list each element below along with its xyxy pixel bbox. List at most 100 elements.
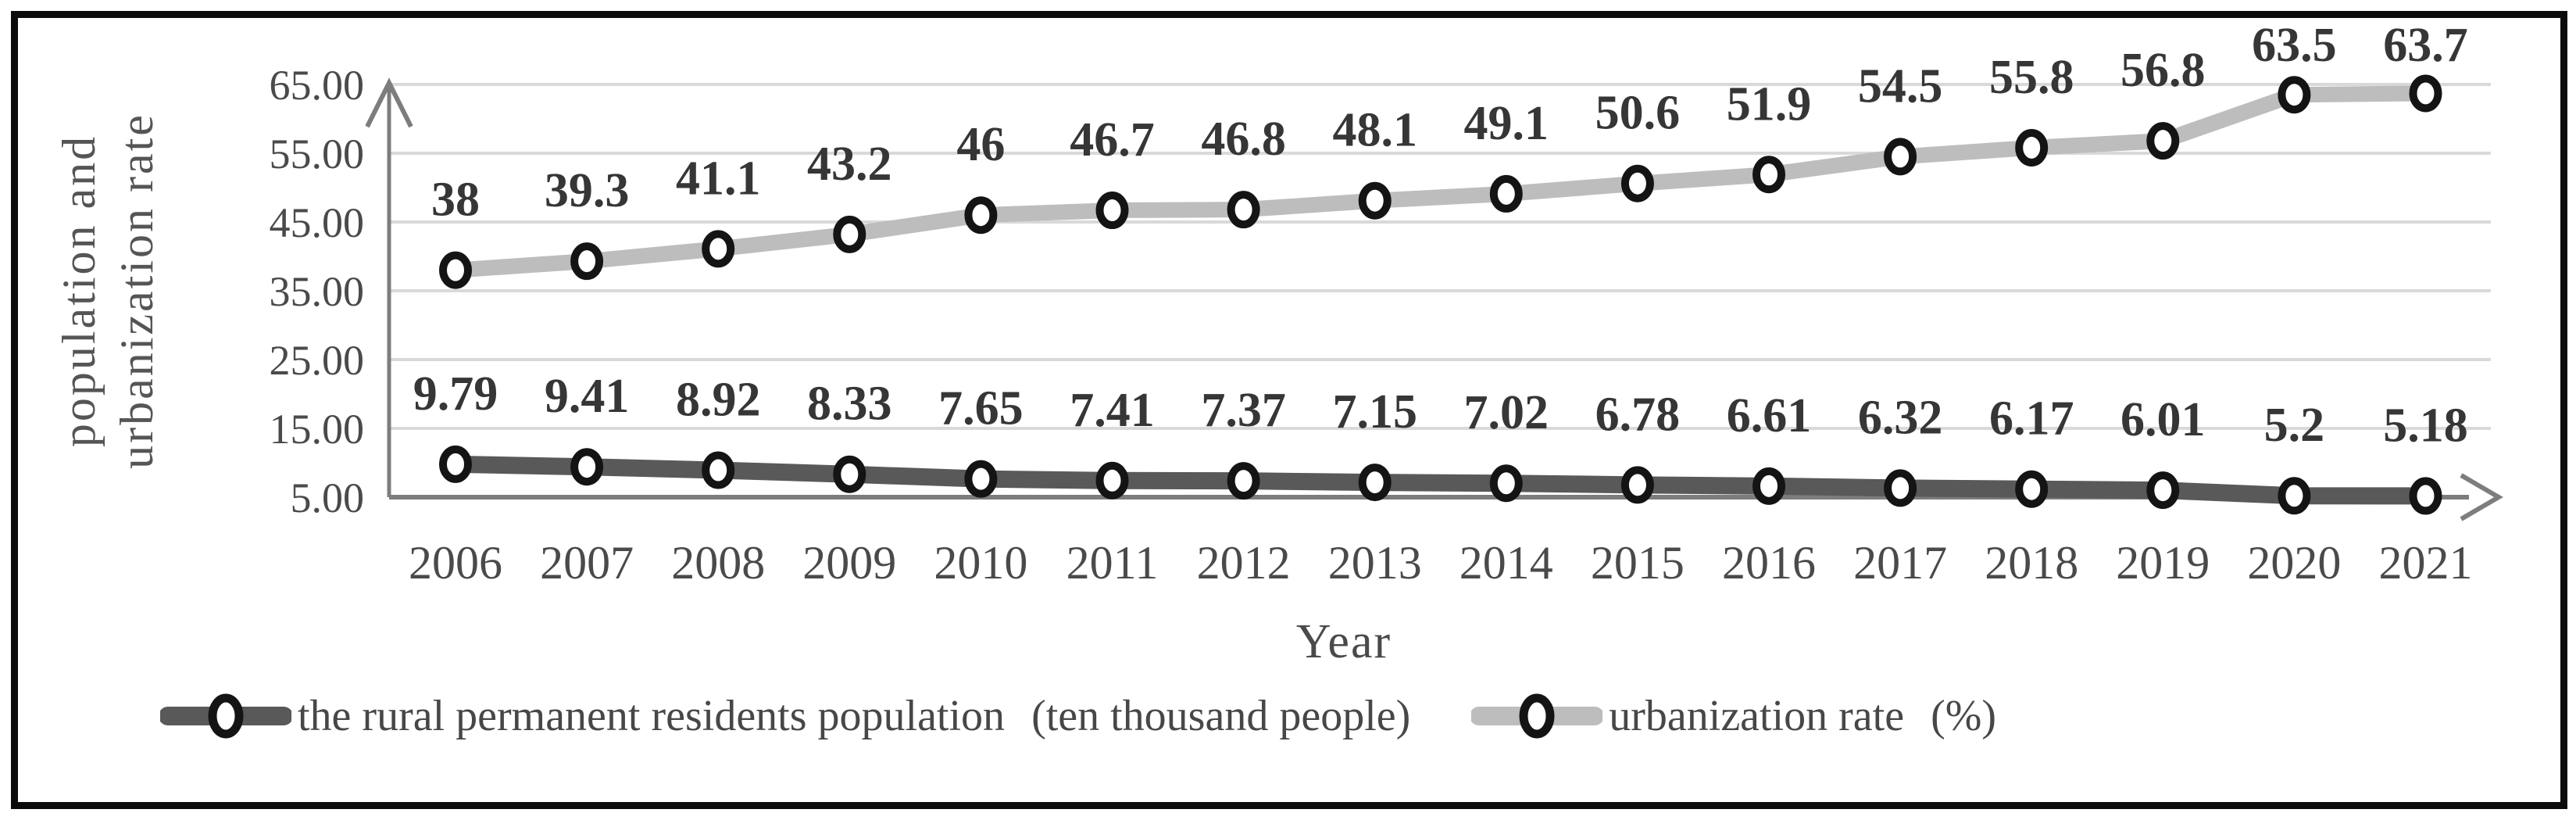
data-label: 51.9 [1727, 77, 1812, 131]
y-tick-label: 25.00 [270, 337, 365, 384]
data-point-marker [2015, 470, 2049, 508]
data-point-marker [964, 196, 998, 235]
data-label: 46.8 [1201, 113, 1286, 166]
data-label: 7.02 [1464, 386, 1549, 439]
data-point-marker [702, 230, 735, 268]
data-point-marker [1489, 174, 1523, 213]
x-tick-label: 2010 [934, 537, 1027, 589]
data-point-marker [1620, 466, 1654, 504]
data-point-marker [570, 242, 604, 281]
y-tick-label: 45.00 [270, 199, 365, 246]
y-axis-title-line1: population and [53, 134, 105, 448]
data-point-marker [833, 455, 866, 493]
data-point-marker [2278, 477, 2311, 515]
data-label: 38 [431, 174, 480, 227]
x-tick-label: 2016 [1722, 537, 1816, 589]
data-point-marker [2278, 76, 2311, 114]
data-point-marker [1620, 164, 1654, 202]
x-tick-label: 2015 [1591, 537, 1685, 589]
data-label: 6.78 [1595, 388, 1681, 441]
data-label: 6.01 [2120, 393, 2206, 446]
data-point-marker [1227, 462, 1260, 500]
data-point-marker [1095, 192, 1129, 230]
y-tick-label: 65.00 [270, 62, 365, 109]
data-label: 50.6 [1595, 87, 1681, 140]
data-label: 9.41 [545, 370, 630, 423]
y-tick-label: 15.00 [270, 406, 365, 453]
y-axis-title-line2: urbanization rate [111, 113, 163, 469]
data-point-marker [2409, 477, 2442, 515]
data-label: 63.7 [2383, 19, 2468, 72]
data-point-marker [2146, 122, 2180, 160]
data-label: 48.1 [1332, 104, 1417, 157]
x-tick-label: 2021 [2379, 537, 2473, 589]
data-point-marker [1358, 464, 1392, 502]
x-tick-label: 2009 [802, 537, 896, 589]
data-label: 46 [956, 118, 1005, 171]
data-point-marker [833, 215, 866, 253]
data-point-marker [1884, 138, 1917, 176]
data-point-marker [1095, 461, 1129, 500]
legend-item-urbanization-rate: urbanization rate (%) [1471, 683, 1996, 749]
data-point-marker [1884, 469, 1917, 507]
x-tick-label: 2017 [1853, 537, 1947, 589]
data-point-marker [1358, 181, 1392, 220]
x-tick-label: 2014 [1459, 537, 1553, 589]
data-label: 39.3 [545, 164, 630, 217]
data-label: 6.17 [1989, 392, 2074, 446]
data-point-marker [2409, 74, 2442, 113]
y-axis-title: population and urbanization rate [50, 113, 166, 469]
data-label: 7.65 [938, 382, 1024, 435]
legend: the rural permanent residents population… [160, 679, 2488, 754]
legend-label-urbanization-rate: urbanization rate [1609, 692, 1905, 740]
x-tick-label: 2019 [2116, 537, 2210, 589]
legend-label-rural-population: the rural permanent residents population [298, 692, 1006, 740]
x-tick-label: 2012 [1197, 537, 1291, 589]
legend-unit-rural-population: (ten thousand people) [1031, 692, 1411, 740]
urbanization-series-marker-icon [1471, 693, 1603, 739]
series-line-rural-population [447, 455, 2435, 505]
data-point-marker [702, 451, 735, 489]
data-label: 5.18 [2383, 399, 2468, 452]
data-label: 6.32 [1858, 391, 1943, 444]
y-tick-label: 55.00 [270, 131, 365, 177]
x-tick-label: 2018 [1985, 537, 2078, 589]
data-label: 46.7 [1070, 113, 1155, 167]
x-tick-label: 2011 [1066, 537, 1159, 589]
x-tick-label: 2020 [2247, 537, 2341, 589]
y-axis-arrow-icon [365, 77, 413, 128]
data-point-marker [570, 448, 604, 486]
data-point-marker [1752, 467, 1785, 505]
x-tick-label: 2007 [540, 537, 634, 589]
series-line-urbanization-rate [448, 85, 2434, 278]
data-label: 7.37 [1201, 384, 1286, 437]
x-tick-label: 2006 [409, 537, 502, 589]
legend-item-rural-population: the rural permanent residents population… [160, 683, 1410, 749]
data-label: 9.79 [413, 367, 498, 421]
data-label: 55.8 [1989, 51, 2074, 104]
data-point-marker [439, 251, 472, 289]
data-point-marker [439, 445, 472, 483]
data-label: 7.41 [1070, 384, 1155, 437]
data-label: 7.15 [1332, 385, 1417, 439]
x-tick-label: 2013 [1328, 537, 1422, 589]
data-label: 43.2 [807, 138, 892, 191]
y-tick-label: 5.00 [291, 474, 365, 521]
data-label: 5.2 [2264, 399, 2325, 452]
data-point-marker [1752, 156, 1785, 194]
x-axis-arrow-icon [2460, 473, 2503, 521]
data-label: 41.1 [676, 152, 761, 205]
data-label: 8.92 [676, 374, 761, 427]
x-axis-title: Year [1295, 615, 1392, 668]
rural-series-marker-icon [160, 693, 291, 739]
data-point-marker [1489, 464, 1523, 503]
data-label: 6.61 [1727, 389, 1812, 442]
data-point-marker [964, 460, 998, 498]
y-tick-label: 35.00 [270, 268, 365, 315]
data-label: 8.33 [807, 378, 892, 431]
data-label: 63.5 [2252, 19, 2337, 72]
data-point-marker [1227, 191, 1260, 229]
data-label: 56.8 [2120, 44, 2206, 97]
